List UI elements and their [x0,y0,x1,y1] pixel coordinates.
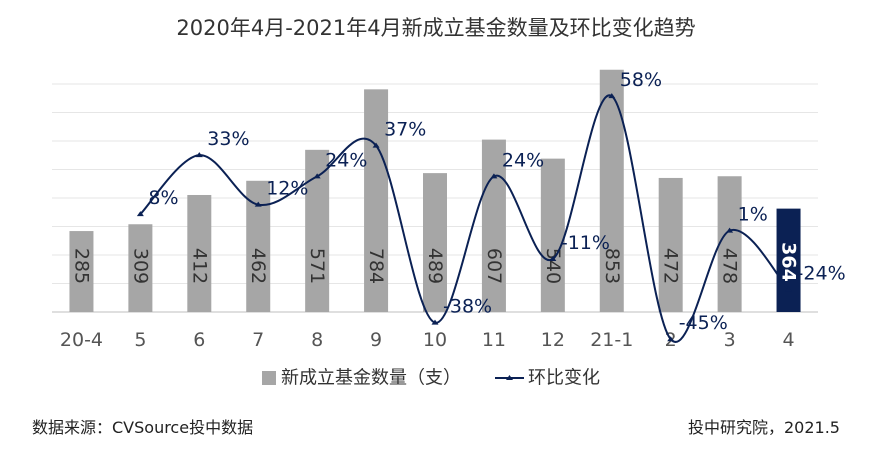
x-tick-label: 20-4 [60,329,103,351]
mom-change-marker [313,173,321,179]
mom-change-label: -45% [679,312,728,334]
bar [481,139,506,312]
bar-value-label: 462 [247,248,269,284]
mom-change-marker [608,93,616,99]
bar-value-label: 472 [660,248,682,284]
legend-label-line: 环比变化 [528,368,600,389]
bar [540,158,565,312]
bar [187,194,212,312]
x-tick-label: 4 [782,329,794,351]
chart-title: 2020年4月-2021年4月新成立基金数量及环比变化趋势 [176,16,696,40]
x-tick-label: 3 [724,329,736,351]
mom-change-marker [490,173,498,179]
mom-change-label: 1% [738,204,768,226]
x-tick-label: 12 [541,329,565,351]
mom-change-marker [431,319,439,325]
mom-change-marker [254,201,262,207]
bar-value-label: 412 [188,248,210,284]
bar-value-label: 540 [542,248,564,284]
bar [776,208,801,312]
bar [69,231,94,312]
bar [717,176,742,312]
legend-label-bars: 新成立基金数量（支） [281,368,461,389]
mom-change-label: 33% [207,128,249,150]
mom-change-label: -24% [797,263,846,285]
data-source-note: 数据来源：CVSource投中数据 [32,418,254,437]
legend-marker-line [506,375,513,380]
mom-change-marker [195,152,203,158]
bar [658,177,683,312]
mom-change-marker [785,286,793,292]
mom-change-marker [549,255,557,261]
x-tick-label: 9 [370,329,382,351]
mom-change-marker [726,227,734,233]
mom-change-label: -38% [443,296,492,318]
x-tick-label: 5 [134,329,146,351]
bar [423,173,447,312]
mom-change-label: 8% [148,187,178,209]
x-tick-label: 11 [482,329,506,351]
bar [364,89,389,313]
bar-value-label: 478 [719,248,741,284]
bar-value-label: 784 [365,248,387,284]
x-tick-label: 7 [252,329,264,351]
x-tick-label: 8 [311,329,323,351]
x-tick-label: 21-1 [590,329,633,351]
mom-change-label: 12% [266,178,308,200]
publisher-note: 投中研究院，2021.5 [688,418,840,437]
bar-value-label: 571 [306,248,328,284]
mom-change-label: 37% [384,119,426,141]
mom-change-label: 24% [502,149,544,171]
bar-value-label: 489 [424,248,446,284]
x-tick-label: 6 [193,329,205,351]
bar [128,224,153,312]
mom-change-marker [136,211,144,217]
bar-value-label: 309 [129,248,151,284]
mom-change-marker [667,336,675,342]
mom-change-label: 58% [620,69,662,91]
mom-change-label: 24% [325,149,367,171]
bar-value-label: 607 [483,248,505,284]
bar-value-label: 285 [70,248,92,284]
mom-change-marker [372,142,380,148]
bar-value-label: 364 [778,242,800,282]
mom-change-label: -11% [561,232,610,254]
legend-swatch-bars [262,371,276,385]
x-tick-label: 10 [423,329,447,351]
bar-value-label: 853 [601,248,623,284]
